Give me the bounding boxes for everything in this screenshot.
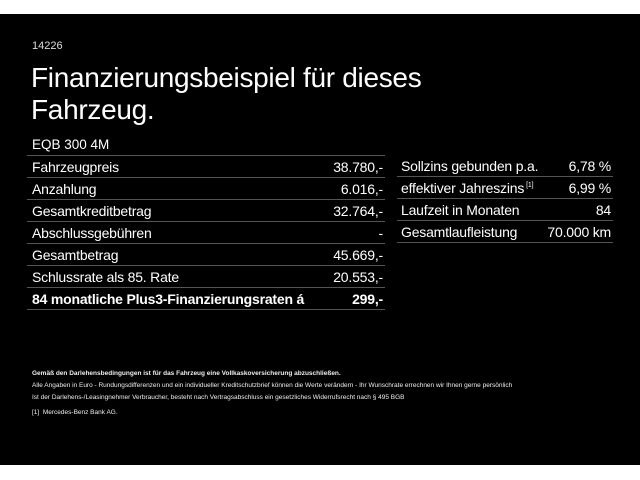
- table-row: Fahrzeugpreis 38.780,-: [27, 156, 385, 178]
- row-label: 84 monatliche Plus3-Finanzierungsraten á: [32, 290, 305, 307]
- row-value: 70.000 km: [547, 223, 611, 240]
- monthly-rate-row: 84 monatliche Plus3-Finanzierungsraten á…: [27, 288, 385, 310]
- row-value: 6.016,-: [340, 180, 383, 197]
- insurance-note: Gemäß den Darlehensbedingungen ist für d…: [32, 370, 341, 377]
- table-row: Abschlussgebühren -: [27, 222, 385, 244]
- row-label: Gesamtkreditbetrag: [32, 202, 152, 219]
- footnote-text: Mercedes-Benz Bank AG.: [42, 409, 118, 416]
- row-label: Sollzins gebunden p.a.: [401, 157, 539, 174]
- row-value: -: [378, 224, 384, 241]
- row-label: Schlussrate als 85. Rate: [32, 268, 179, 285]
- table-row: Gesamtlaufleistung 70.000 km: [397, 221, 613, 243]
- row-value: 299,-: [352, 290, 383, 307]
- table-row: Gesamtbetrag 45.669,-: [27, 244, 385, 266]
- row-label: Anzahlung: [32, 180, 97, 197]
- legal-notes: Gemäß den Darlehensbedingungen ist für d…: [32, 368, 512, 419]
- disclaimer-line-1: Alle Angaben in Euro - Rundungsdifferenz…: [32, 382, 513, 389]
- page-title: Finanzierungsbeispiel für dieses Fahrzeu…: [31, 62, 422, 126]
- table-row: Anzahlung 6.016,-: [27, 178, 385, 200]
- row-value: 45.669,-: [333, 246, 383, 263]
- row-label: Fahrzeugpreis: [32, 158, 119, 175]
- title-line-2: Fahrzeug.: [31, 94, 155, 125]
- footnote-ref: [1]: [526, 181, 534, 189]
- row-value: 6,99 %: [568, 179, 612, 196]
- row-value: 32.764,-: [333, 202, 383, 219]
- vehicle-model: EQB 300 4M: [32, 137, 110, 152]
- row-label: effektiver Jahreszins: [401, 179, 525, 196]
- row-value: 20.553,-: [333, 268, 383, 285]
- table-row: Laufzeit in Monaten 84: [397, 199, 613, 221]
- row-label: Abschlussgebühren: [32, 224, 152, 241]
- title-line-1: Finanzierungsbeispiel für dieses: [31, 62, 422, 93]
- disclaimer-line-2: Ist der Darlehens-/Leasingnehmer Verbrau…: [32, 394, 405, 401]
- footnote-mark: [1]: [32, 409, 40, 416]
- row-label: Laufzeit in Monaten: [401, 201, 520, 218]
- financing-table: Fahrzeugpreis 38.780,- Anzahlung 6.016,- G…: [27, 155, 385, 310]
- interest-table: Sollzins gebunden p.a. 6,78 % effektiver …: [397, 155, 613, 243]
- row-value: 38.780,-: [333, 158, 383, 175]
- table-row: effektiver Jahreszins [1] 6,99 %: [397, 177, 613, 199]
- footnote: [1] Mercedes-Benz Bank AG.: [32, 407, 512, 419]
- row-value: 6,78 %: [568, 157, 612, 174]
- table-row: Gesamtkreditbetrag 32.764,-: [27, 200, 385, 222]
- row-value: 84: [595, 201, 611, 218]
- financing-panel: 14226 Finanzierungsbeispiel für dieses F…: [0, 14, 640, 465]
- row-label: Gesamtlaufleistung: [401, 223, 518, 240]
- table-row: Sollzins gebunden p.a. 6,78 %: [397, 155, 613, 177]
- offer-code: 14226: [32, 40, 63, 52]
- row-label: Gesamtbetrag: [32, 246, 119, 263]
- table-row: Schlussrate als 85. Rate 20.553,-: [27, 266, 385, 288]
